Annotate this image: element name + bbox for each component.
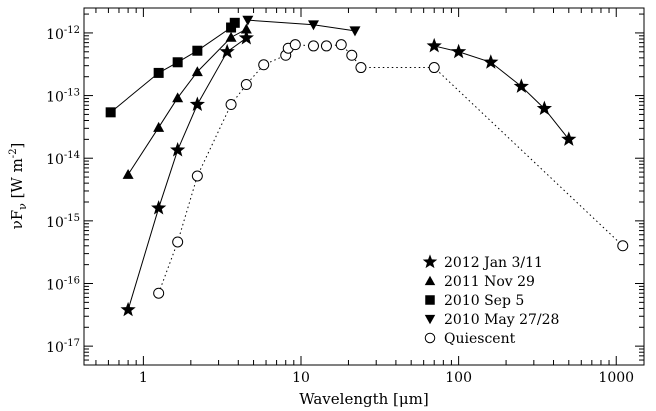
star-marker [423,254,437,268]
y-tick-base: 10 [46,215,64,231]
series-line [111,23,235,113]
y-tick-exponent: -13 [64,88,80,99]
y-tick-label: 10-14 [46,150,80,168]
open-circle-marker [336,40,346,50]
open-circle-marker [429,63,439,73]
y-tick-label: 10-12 [46,25,80,43]
open-circle-marker [425,333,435,343]
y-tick-label: 10-15 [46,213,80,231]
legend: 2012 Jan 3/11 2011 Nov 29 2010 Sep 5 2010 M… [423,254,560,347]
axis-ticks [84,8,644,365]
y-axis-title-main: νF [8,210,26,230]
y-axis-title-group: νFν [W m-2] [8,143,29,230]
series-line [159,45,623,294]
open-circle-marker [308,41,318,51]
star-marker [170,142,185,156]
y-axis-title: νFν [W m-2] [8,143,29,230]
x-tick-label: 1 [139,370,148,386]
star-marker [561,131,576,145]
open-circle-marker [259,60,269,70]
star-marker [121,302,136,316]
open-circle-marker [173,237,183,247]
y-axis-title-unit: [W m [8,158,26,203]
triangle-up-marker [425,276,435,285]
plot-frame [84,8,644,365]
open-circle-marker [290,40,300,50]
series-line [434,46,569,139]
x-tick-label: 10 [292,370,310,386]
open-circle-marker [192,171,202,181]
open-circle-marker [618,241,628,251]
y-axis-title-close: ] [8,143,26,149]
x-tick-label: 100 [445,370,472,386]
y-tick-label: 10-13 [46,88,80,106]
square-marker [192,46,202,56]
triangle-down-marker [425,315,435,324]
series-group [154,40,628,299]
open-circle-marker [226,100,236,110]
open-circle-marker [321,41,331,51]
triangle-up-marker [241,24,252,34]
y-tick-exponent: -17 [64,338,80,349]
square-marker [425,295,435,305]
legend-label: 2012 Jan 3/11 [444,255,543,271]
triangle-up-marker [226,32,237,42]
open-circle-marker [356,63,366,73]
series-group [106,18,240,118]
legend-label: Quiescent [444,331,516,347]
y-tick-exponent: -12 [64,25,80,36]
triangle-up-marker [172,92,183,102]
y-axis-title-sup: -2 [8,148,19,158]
triangle-up-marker [153,122,164,132]
x-tick-label: 1000 [598,370,634,386]
y-tick-base: 10 [46,90,64,106]
star-marker [451,44,466,58]
series-group [242,16,360,37]
y-tick-base: 10 [46,27,64,43]
y-tick-exponent: -14 [64,150,80,161]
square-marker [230,18,240,28]
star-marker [220,44,235,58]
x-tick-labels: 1 10 100 1000 [139,370,634,386]
data-series [106,16,628,317]
series-line [128,38,246,310]
legend-label: 2010 Sep 5 [444,293,524,309]
y-tick-base: 10 [46,152,64,168]
star-marker [537,101,552,115]
square-marker [106,107,116,117]
square-marker [154,68,164,78]
legend-label: 2011 Nov 29 [444,274,535,290]
series-line [248,20,355,31]
y-tick-exponent: -15 [64,213,80,224]
star-marker [190,97,205,111]
y-tick-label: 10-16 [46,275,80,293]
x-axis-title: Wavelength [μm] [299,390,428,408]
star-marker [151,200,166,214]
triangle-up-marker [123,169,134,179]
y-tick-label: 10-17 [46,338,80,356]
triangle-down-marker [349,26,360,36]
legend-label: 2010 May 27/28 [444,312,559,328]
square-marker [173,57,183,67]
open-circle-marker [154,288,164,298]
y-tick-base: 10 [46,340,64,356]
y-tick-base: 10 [46,277,64,293]
star-marker [514,78,529,92]
open-circle-marker [241,80,251,90]
open-circle-marker [347,50,357,60]
star-marker [427,38,442,52]
y-tick-exponent: -16 [64,275,80,286]
